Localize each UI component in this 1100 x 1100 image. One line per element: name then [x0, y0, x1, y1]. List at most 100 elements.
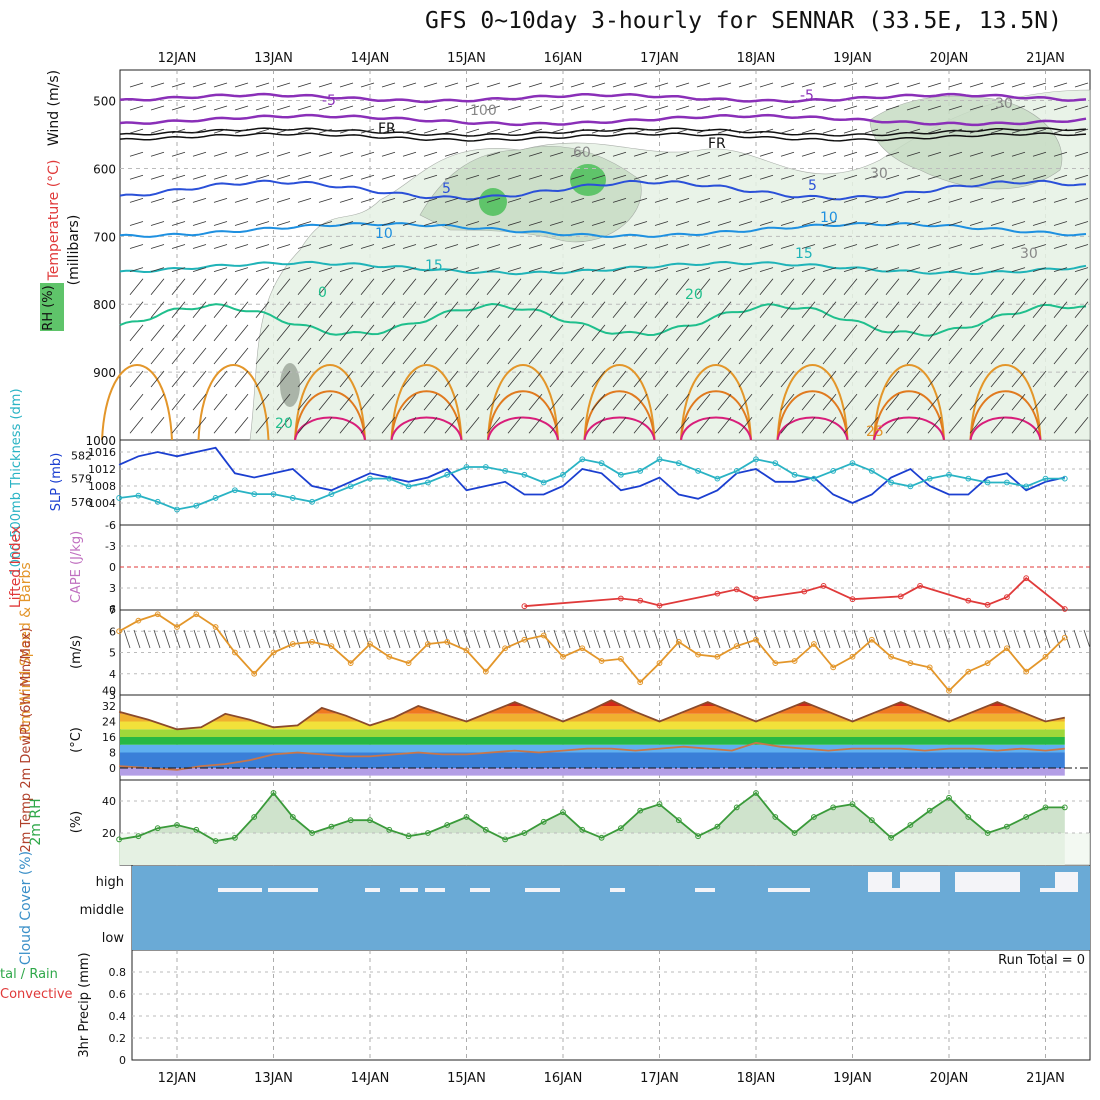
wind-barb	[948, 301, 963, 319]
wind-barb	[381, 174, 396, 180]
wind10m-barb	[263, 629, 271, 649]
thickness-line-point	[946, 471, 952, 478]
wind-barb	[948, 105, 963, 111]
wind-barb	[234, 347, 249, 365]
wind-barb	[927, 324, 942, 342]
pressure-tick: 500	[93, 95, 116, 109]
wind-barb	[255, 221, 270, 226]
wind-barb	[402, 151, 417, 157]
rh-line	[118, 791, 1065, 842]
wind-barb	[780, 174, 795, 180]
wind-barb	[675, 105, 690, 111]
wind-barb	[339, 267, 354, 273]
thickness-line-point	[193, 502, 200, 509]
wind-barb	[990, 278, 1005, 295]
wind-barb	[360, 370, 375, 388]
wind10m-barb	[583, 629, 591, 649]
date-label-bottom: 18JAN	[737, 1071, 776, 1086]
wind-barb	[213, 105, 228, 111]
rh-line-point	[174, 822, 180, 828]
wind-barb	[297, 347, 312, 365]
thickness-line-point	[444, 471, 451, 478]
wind10m-line-point	[540, 632, 547, 639]
wind-barb	[297, 174, 312, 180]
slp-tick: 1016	[88, 446, 116, 459]
wind-barb	[633, 198, 648, 203]
wind-barb	[1032, 128, 1047, 134]
wind-barb	[381, 370, 396, 388]
wind-barb	[843, 82, 858, 88]
wind-barb	[696, 174, 711, 180]
wind-barb	[969, 324, 984, 342]
wind10m-barb	[413, 629, 421, 649]
thickness-line-point	[965, 475, 972, 482]
wind-barb	[717, 416, 732, 434]
wind-barb	[864, 416, 879, 434]
wind-barb	[759, 347, 774, 365]
wind-barb	[339, 221, 354, 226]
wind-barb	[234, 244, 249, 249]
warm-contour	[680, 364, 752, 441]
precip-tick: 0.8	[109, 966, 127, 979]
rh-base-band	[120, 833, 1090, 865]
wind-barb	[612, 174, 627, 180]
wind-barb	[654, 416, 669, 434]
wind-barb	[129, 301, 144, 319]
wind-barb	[318, 82, 333, 88]
thickness-line-point	[598, 460, 605, 467]
wind-barb	[696, 198, 711, 203]
wind-barb	[129, 393, 144, 411]
wind-barb	[906, 244, 921, 249]
wind-barb	[717, 151, 732, 157]
wind-barb	[507, 105, 522, 111]
wind-barb	[423, 278, 438, 295]
cloud-high-block	[900, 872, 940, 892]
cloud-high-bar	[365, 888, 380, 892]
wind-barb	[402, 174, 417, 180]
wind-barb	[822, 324, 837, 342]
wind-barb	[549, 151, 564, 157]
wind10m-barb	[793, 629, 801, 649]
wind-barb	[696, 244, 711, 249]
chart-title: GFS 0~10day 3-hourly for SENNAR (33.5E, …	[425, 8, 1062, 34]
wind-barb	[192, 221, 207, 226]
wind-barb	[129, 347, 144, 365]
wind10m-barb	[573, 629, 581, 649]
wind10m-line-point	[1023, 668, 1030, 675]
wind-barb	[948, 198, 963, 203]
precip-tick: 0.4	[109, 1010, 127, 1023]
li-tick: -6	[105, 519, 116, 532]
wind-barb	[696, 301, 711, 319]
ylabel-rh2m: 2m RH	[28, 798, 44, 845]
wind-barb	[1011, 347, 1026, 365]
wind-barb	[486, 151, 501, 157]
wind-barb	[990, 198, 1005, 203]
wind-barb	[276, 267, 291, 273]
wind-barb	[339, 416, 354, 434]
thickness-line-point	[1023, 483, 1030, 490]
wind-barb	[255, 370, 270, 388]
warm-contour	[776, 390, 849, 441]
wind-barb	[486, 347, 501, 365]
wind-barb	[717, 301, 732, 319]
wind-barb	[696, 82, 711, 88]
wind-barb	[843, 393, 858, 411]
wind-barb	[255, 278, 270, 295]
wind-barb	[339, 198, 354, 203]
wind10m-barb	[503, 629, 511, 649]
wind-barb	[927, 347, 942, 365]
date-label-top: 16JAN	[544, 51, 583, 66]
wind-barb	[171, 324, 186, 342]
rh-line-point	[154, 825, 161, 832]
wind-barb	[1032, 393, 1047, 411]
wind-barb	[213, 267, 228, 273]
contour-label: -5	[800, 88, 814, 104]
wind-barb	[570, 370, 585, 388]
wind-barb	[549, 198, 564, 203]
wind-barb	[150, 244, 165, 249]
wind-barb	[759, 370, 774, 388]
wind-barb	[948, 174, 963, 180]
wind-barb	[717, 370, 732, 388]
slp-tick: 1004	[88, 497, 116, 510]
wind10m-barb	[513, 629, 521, 649]
